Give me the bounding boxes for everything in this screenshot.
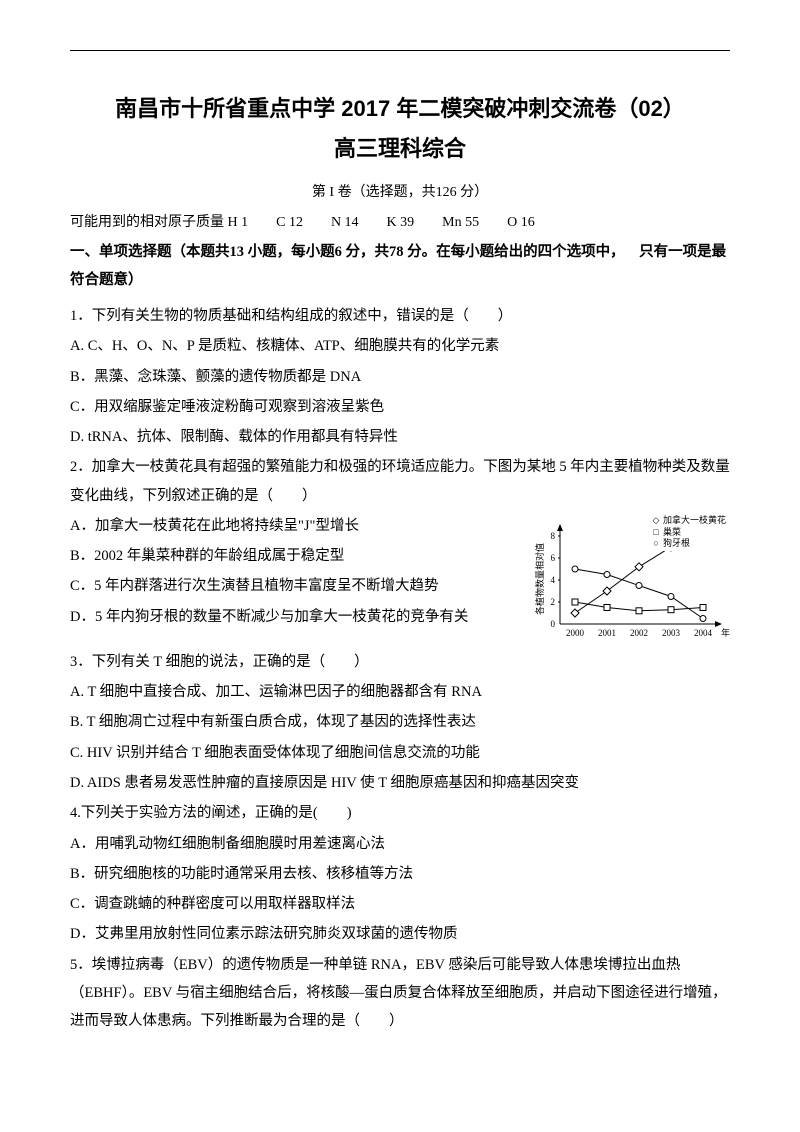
legend-circle-icon: ○: [649, 538, 663, 550]
svg-text:2004: 2004: [694, 628, 713, 638]
legend-3: 狗牙根: [663, 538, 690, 550]
q2-stem: 2．加拿大一枝黄花具有超强的繁殖能力和极强的环境适应能力。下图为某地 5 年内主…: [70, 453, 730, 510]
svg-text:2001: 2001: [598, 628, 616, 638]
svg-text:4: 4: [551, 575, 556, 585]
svg-text:6: 6: [551, 553, 556, 563]
q5-stem: 5．埃博拉病毒（EBV）的遗传物质是一种单链 RNA，EBV 感染后可能导致人体…: [70, 951, 730, 1036]
q4-A: A．用哺乳动物红细胞制备细胞膜时用差速离心法: [70, 830, 730, 858]
svg-text:2: 2: [551, 597, 556, 607]
legend-1: 加拿大一枝黄花: [663, 515, 726, 527]
q3-C: C. HIV 识别并结合 T 细胞表面受体体现了细胞间信息交流的功能: [70, 739, 730, 767]
q1-A: A. C、H、O、N、P 是质粒、核糖体、ATP、细胞膜共有的化学元素: [70, 332, 730, 360]
svg-text:0: 0: [551, 619, 556, 629]
q4-D: D．艾弗里用放射性同位素示踪法研究肺炎双球菌的遗传物质: [70, 920, 730, 948]
q4-C: C．调查跳蝻的种群密度可以用取样器取样法: [70, 890, 730, 918]
svg-text:2003: 2003: [662, 628, 681, 638]
title-line1: 南昌市十所省重点中学 2017 年二模突破冲刺交流卷（02）: [70, 91, 730, 123]
svg-text:2000: 2000: [566, 628, 585, 638]
svg-text:8: 8: [551, 531, 556, 541]
q2-chart: ◇加拿大一枝黄花 □巢菜 ○狗牙根 各植物数量相对值 0 2 4 6: [535, 514, 730, 644]
q3-B: B. T 细胞凋亡过程中有新蛋白质合成，体现了基因的选择性表达: [70, 708, 730, 736]
chart-legend: ◇加拿大一枝黄花 □巢菜 ○狗牙根: [647, 514, 728, 551]
y-axis-label: 各植物数量相对值: [535, 543, 545, 615]
questions-block: 1．下列有关生物的物质基础和结构组成的叙述中，错误的是（ ） A. C、H、O、…: [70, 302, 730, 1035]
q4-B: B．研究细胞核的功能时通常采用去核、核移植等方法: [70, 860, 730, 888]
q3-stem: 3．下列有关 T 细胞的说法，正确的是（ ）: [70, 648, 730, 676]
horizontal-rule: [70, 50, 730, 51]
q3-D: D. AIDS 患者易发恶性肿瘤的直接原因是 HIV 使 T 细胞原癌基因和抑癌…: [70, 769, 730, 797]
q1-stem: 1．下列有关生物的物质基础和结构组成的叙述中，错误的是（ ）: [70, 302, 730, 330]
part-label: 第 I 卷（选择题，共126 分）: [70, 181, 730, 201]
svg-text:2002: 2002: [630, 628, 648, 638]
svg-text:年份: 年份: [721, 627, 730, 638]
atomic-mass-line: 可能用到的相对原子质量 H 1 C 12 N 14 K 39 Mn 55 O 1…: [70, 211, 730, 231]
q1-C: C．用双缩脲鉴定唾液淀粉酶可观察到溶液呈紫色: [70, 393, 730, 421]
q1-D: D. tRNA、抗体、限制酶、载体的作用都具有特异性: [70, 423, 730, 451]
legend-2: 巢菜: [663, 527, 681, 539]
title-line2: 高三理科综合: [70, 131, 730, 163]
q4-stem: 4.下列关于实验方法的阐述，正确的是( ): [70, 799, 730, 827]
q3-A: A. T 细胞中直接合成、加工、运输淋巴因子的细胞器都含有 RNA: [70, 678, 730, 706]
q1-B: B．黑藻、念珠藻、颤藻的遗传物质都是 DNA: [70, 363, 730, 391]
legend-diamond-icon: ◇: [649, 515, 663, 527]
section-1-title: 一、单项选择题（本题共13 小题，每小题6 分，共78 分。在每小题给出的四个选…: [70, 239, 730, 294]
exam-page: 南昌市十所省重点中学 2017 年二模突破冲刺交流卷（02） 高三理科综合 第 …: [0, 0, 800, 1077]
legend-square-icon: □: [649, 527, 663, 539]
